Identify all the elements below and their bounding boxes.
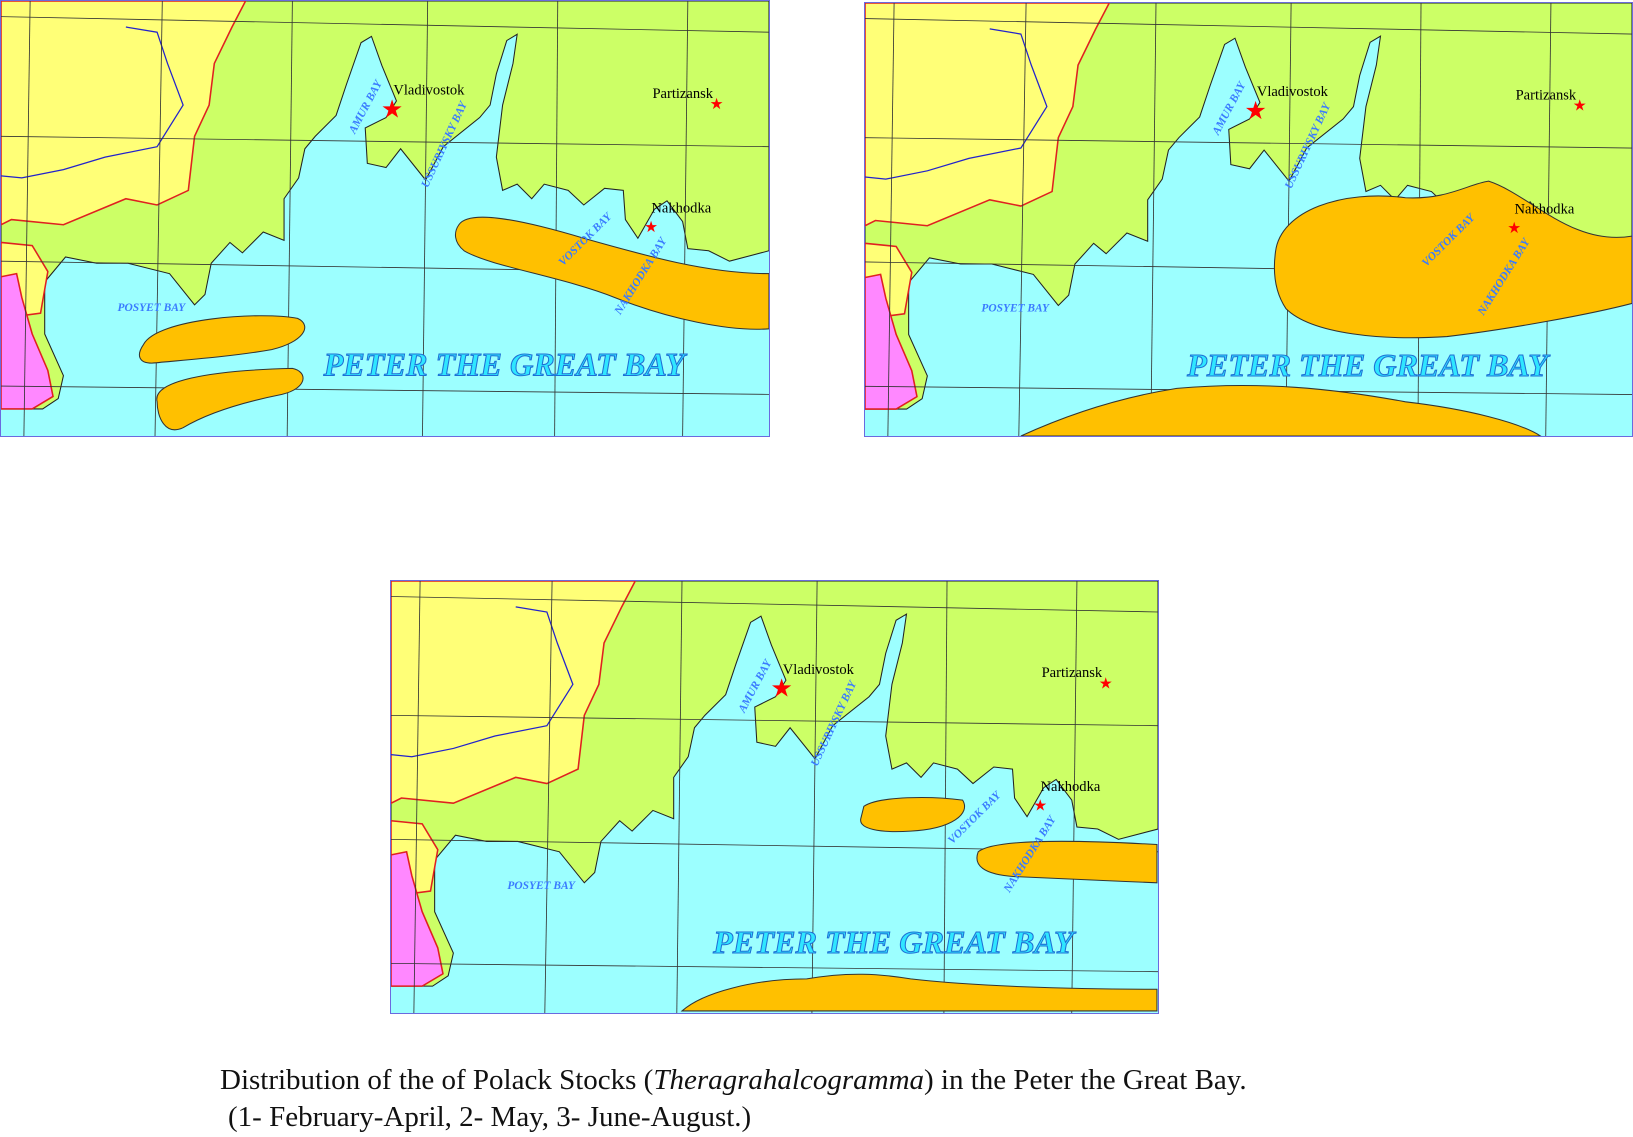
city-partizansk: Partizansk [1042,665,1103,681]
star-icon: ★ [1573,98,1587,115]
river-line [391,606,574,758]
label-posyet-bay: POSYET BAY [118,302,187,314]
korea-region [1,272,54,410]
city-nakhodka: Nakhodka [1515,201,1575,217]
graticule [1,1,769,436]
map-panel-february-april: AMUR BAY USSURIYSKY BAY VOSTOK BAY NAKHO… [0,0,770,437]
star-icon: ★ [1099,676,1113,693]
china-region [865,3,1111,227]
label-peter-the-great-bay: PETER THE GREAT BAY [712,924,1077,960]
star-icon: ★ [1244,98,1266,125]
river-line [1,26,184,179]
label-peter-the-great-bay: PETER THE GREAT BAY [1186,347,1551,383]
label-posyet-bay: POSYET BAY [981,303,1050,315]
figure-caption: Distribution of the of Polack Stocks (Th… [220,1064,1247,1097]
stock-area [860,797,965,833]
city-partizansk: Partizansk [652,86,713,102]
city-nakhodka: Nakhodka [651,200,711,216]
city-vladivostok: Vladivostok [783,662,855,678]
map-panel-june-august: AMUR BAY USSURIYSKY BAY VOSTOK BAY NAKHO… [390,580,1159,1014]
city-vladivostok: Vladivostok [393,83,465,99]
stock-area [138,315,306,364]
river-line [865,28,1048,180]
label-posyet-bay: POSYET BAY [507,880,576,892]
species-name: Theragrahalcogramma [653,1064,925,1096]
china-region [1,1,247,226]
stock-area [1020,384,1542,436]
caption-text: Distribution of the of Polack Stocks ( [220,1064,654,1096]
stock-area [976,840,1158,884]
stock-area [680,973,1158,1012]
map-panel-may: AMUR BAY USSURIYSKY BAY VOSTOK BAY NAKHO… [864,2,1633,437]
star-icon: ★ [1033,797,1047,814]
star-icon: ★ [710,96,724,113]
label-peter-the-great-bay: PETER THE GREAT BAY [323,347,688,383]
star-icon: ★ [381,97,403,124]
city-partizansk: Partizansk [1516,87,1577,103]
caption-text-end: ) in the Peter the Great Bay. [924,1064,1247,1096]
stock-area [454,216,769,330]
china-region [391,581,637,805]
graticule [391,581,1158,1013]
stock-area [156,367,304,431]
caption-legend: (1- February-April, 2- May, 3- June-Augu… [228,1101,752,1133]
star-icon: ★ [770,676,792,703]
korea-region [865,273,918,410]
korea-region [391,850,444,987]
city-vladivostok: Vladivostok [1257,84,1329,100]
city-nakhodka: Nakhodka [1041,779,1101,795]
star-icon: ★ [644,219,658,236]
star-icon: ★ [1507,220,1521,237]
stock-area [1273,180,1632,339]
graticule [865,3,1632,436]
